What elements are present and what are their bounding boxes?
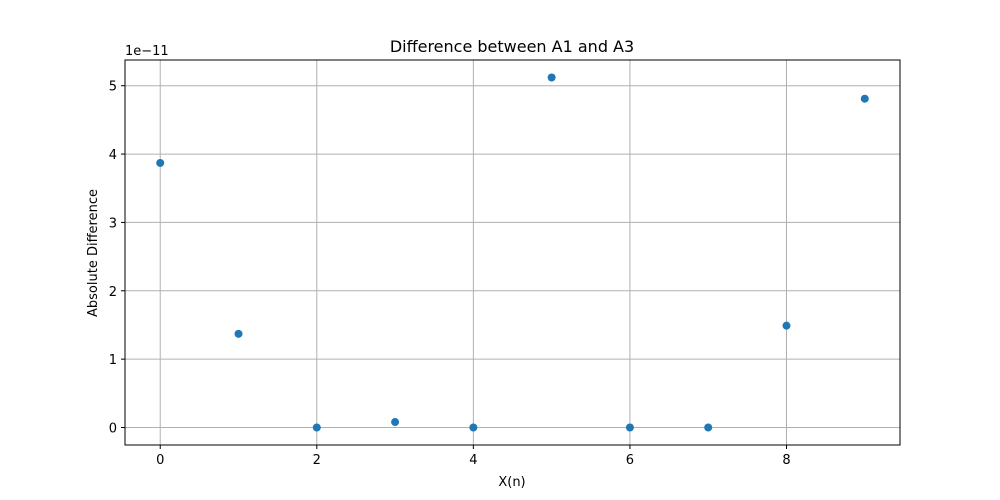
data-point	[860, 94, 869, 103]
plot-area-frame	[124, 59, 901, 446]
x-axis-label: X(n)	[498, 475, 525, 490]
data-point	[547, 73, 556, 82]
data-point	[234, 329, 243, 338]
x-tick-label: 8	[782, 453, 790, 468]
y-tick-label: 1	[109, 353, 117, 368]
y-tick-label: 4	[109, 148, 117, 163]
x-tick-label: 0	[156, 453, 164, 468]
data-point	[782, 321, 791, 330]
data-point	[704, 423, 713, 432]
y-axis-label: Absolute Difference	[86, 189, 101, 317]
data-point	[625, 423, 634, 432]
y-tick-label: 3	[109, 216, 117, 231]
grid-layer	[125, 60, 900, 445]
x-tick-label: 6	[626, 453, 634, 468]
data-point	[469, 423, 478, 432]
y-tick-label: 2	[109, 285, 117, 300]
data-point	[156, 158, 165, 167]
data-points	[156, 73, 869, 432]
x-tick-label: 2	[313, 453, 321, 468]
y-tick-label: 0	[109, 422, 117, 437]
y-axis-offset-label: 1e−11	[125, 44, 169, 59]
x-tick-label: 4	[469, 453, 477, 468]
y-tick-label: 5	[109, 80, 117, 95]
chart-title: Difference between A1 and A3	[390, 37, 634, 56]
tick-layer: 0 2 4 6 8 0 1 2 3 4 5	[109, 80, 791, 468]
data-point	[391, 418, 400, 427]
data-point	[312, 423, 321, 432]
